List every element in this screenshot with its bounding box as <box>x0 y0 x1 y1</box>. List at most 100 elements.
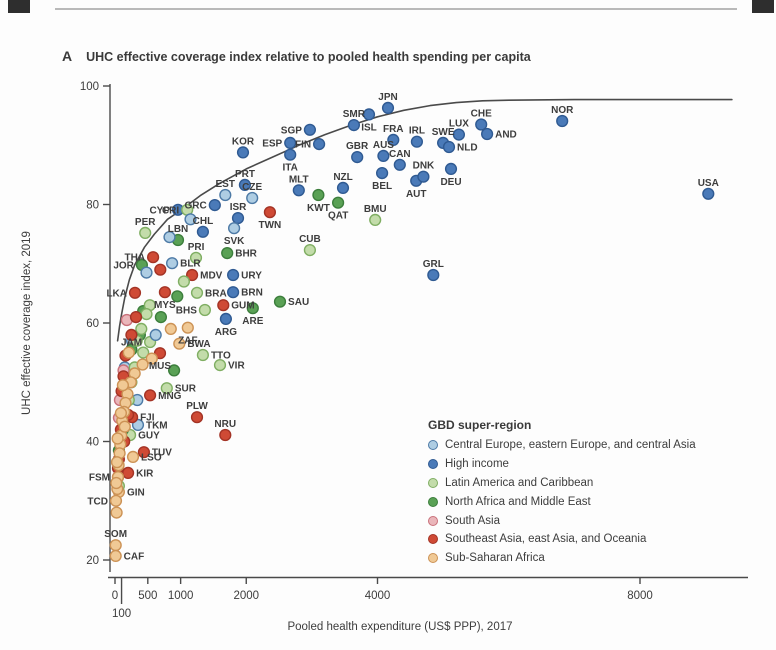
country-label-SGP: SGP <box>281 125 302 136</box>
country-label-AND: AND <box>495 129 517 140</box>
data-point-ISL <box>362 108 376 121</box>
country-label-ARG: ARG <box>215 327 237 338</box>
country-label-CYP: CYP <box>149 205 170 216</box>
data-point-ISR <box>231 212 245 225</box>
data-point-DNK <box>417 170 430 183</box>
data-point-BHR <box>221 247 234 260</box>
country-label-GIN: GIN <box>127 487 145 498</box>
country-label-GUY: GUY <box>138 430 160 441</box>
country-label-SOM: SOM <box>104 529 127 540</box>
data-point <box>154 263 167 276</box>
data-point-NLD <box>442 140 456 154</box>
country-label-GRL: GRL <box>423 259 444 270</box>
country-label-TWN: TWN <box>258 220 281 231</box>
data-point <box>168 364 181 377</box>
country-label-USA: USA <box>698 178 719 189</box>
data-point-EST <box>219 188 232 202</box>
data-point-NZL <box>336 181 350 195</box>
data-point-MDV <box>186 268 199 282</box>
country-label-BHR: BHR <box>235 249 257 260</box>
data-point-ITA <box>284 148 297 161</box>
country-label-BEL: BEL <box>372 181 392 192</box>
data-point-FIN <box>313 138 326 151</box>
country-label-AUS: AUS <box>373 140 394 151</box>
data-point-SGP <box>303 123 317 136</box>
data-point-PRI <box>189 251 203 264</box>
data-point-DEU <box>444 162 458 176</box>
data-point-LUX <box>452 128 466 141</box>
x-tick-label: 500 <box>138 590 157 602</box>
data-point-NRU <box>219 428 232 442</box>
data-point-CHL <box>196 225 210 238</box>
country-label-NZL: NZL <box>333 172 352 183</box>
data-point-PLW <box>190 411 204 424</box>
data-point-PRT <box>238 178 252 192</box>
legend-title: GBD super-region <box>428 418 532 432</box>
country-label-KIR: KIR <box>136 468 154 479</box>
data-point <box>110 476 123 490</box>
data-point-LKA <box>128 286 142 299</box>
country-label-ZAF: ZAF <box>178 336 197 347</box>
data-point-IRL <box>410 135 424 148</box>
data-point-NOR <box>556 114 569 128</box>
legend-item-sea: Southeast Asia, east Asia, and Oceania <box>428 530 696 549</box>
country-label-ISL: ISL <box>361 122 377 133</box>
frontier-curve <box>116 98 733 342</box>
country-label-CHL: CHL <box>193 216 214 227</box>
legend-item-name: North Africa and Middle East <box>428 492 696 511</box>
data-point-ARE <box>246 302 259 315</box>
legend-item-lac: Latin America and Caribbean <box>428 474 696 493</box>
country-label-TKM: TKM <box>146 420 168 431</box>
data-point-SAU <box>273 295 287 308</box>
country-label-GBR: GBR <box>346 141 369 152</box>
data-point-CAN <box>393 158 406 171</box>
y-tick-label: 100 <box>80 81 99 93</box>
data-point <box>163 231 176 244</box>
data-point-GRC <box>208 199 221 212</box>
data-point-SOM <box>109 539 122 552</box>
country-label-LSO: LSO <box>141 452 162 463</box>
legend-swatch-lac <box>428 477 438 488</box>
country-label-FSM: FSM <box>89 473 110 484</box>
country-label-QAT: QAT <box>328 211 348 222</box>
country-label-DNK: DNK <box>413 161 435 172</box>
country-label-BLR: BLR <box>180 259 201 270</box>
y-tick-label: 40 <box>86 437 99 449</box>
country-label-MLT: MLT <box>289 174 309 185</box>
country-label-ISR: ISR <box>230 202 247 213</box>
country-label-TTO: TTO <box>211 350 231 361</box>
panel-label: A <box>62 48 73 64</box>
data-point <box>110 456 124 469</box>
country-label-NRU: NRU <box>214 419 236 430</box>
legend-label-sa: South Asia <box>445 514 500 527</box>
country-label-BRN: BRN <box>241 288 263 299</box>
data-point <box>145 352 158 365</box>
data-point-MYS <box>158 286 172 299</box>
legend-swatch-cee <box>428 440 438 451</box>
country-label-KOR: KOR <box>232 136 255 147</box>
data-point-LSO <box>126 450 140 464</box>
legend-swatch-hi <box>428 459 438 470</box>
country-label-IRL: IRL <box>409 126 425 137</box>
legend-label-lac: Latin America and Caribbean <box>445 476 594 489</box>
country-label-DEU: DEU <box>440 177 461 188</box>
data-point-VIR <box>213 359 227 372</box>
country-label-BRA: BRA <box>205 288 227 299</box>
data-point-BRA <box>190 286 204 299</box>
data-point-KOR <box>236 146 250 159</box>
legend-label-sea: Southeast Asia, east Asia, and Oceania <box>445 533 647 546</box>
country-label-TUV: TUV <box>152 448 172 459</box>
data-point <box>140 266 153 279</box>
data-point-BHS <box>198 303 212 317</box>
data-point <box>129 311 143 324</box>
data-point-CHE <box>475 118 488 131</box>
country-label-PRI: PRI <box>188 242 205 253</box>
data-point-GUM <box>217 299 230 312</box>
country-label-EST: EST <box>216 179 235 190</box>
country-label-SVK: SVK <box>224 236 245 247</box>
y-tick-label: 20 <box>86 555 99 567</box>
data-point <box>164 322 177 336</box>
data-point-USA <box>702 187 715 200</box>
country-label-JOR: JOR <box>113 260 134 271</box>
country-label-NLD: NLD <box>457 143 478 154</box>
